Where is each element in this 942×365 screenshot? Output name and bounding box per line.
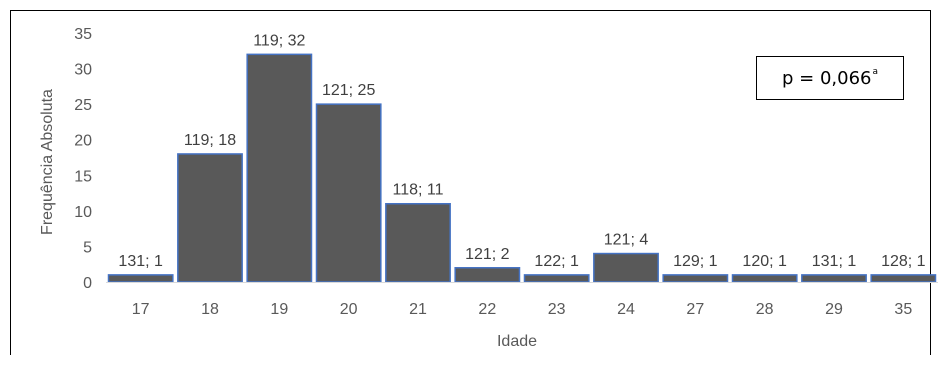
bar [593,252,659,283]
y-tick-label: 20 [74,133,92,150]
data-label: 122; 1 [534,253,579,270]
data-labels: 131; 1 119; 18 119; 32 121; 25 118; 11 121; 2… [118,32,925,270]
data-label: 128; 1 [881,253,926,270]
bar [731,274,798,283]
y-tick-label: 25 [74,97,92,114]
y-axis-ticks: 0 5 10 15 20 25 30 35 [74,26,92,292]
x-tick-label: 35 [894,301,912,318]
bar [523,274,590,283]
data-label: 119; 18 [184,132,236,149]
data-label: 118; 11 [392,182,443,199]
data-label: 121; 25 [322,82,375,99]
data-label: 129; 1 [673,253,718,270]
y-tick-label: 5 [83,239,92,256]
data-label: 121; 4 [604,232,649,249]
x-axis-title: Idade [497,333,537,350]
x-tick-label: 29 [825,301,843,318]
p-value-text: p = 0,066 [782,67,872,89]
x-axis-ticks: 17 18 19 20 21 22 23 24 27 28 29 35 [132,301,913,318]
x-tick-label: 21 [409,301,427,318]
bar [107,274,174,283]
p-value-superscript: a [872,67,878,77]
bar [177,153,243,283]
y-axis-title: Frequência Absoluta [39,89,56,235]
bar [454,267,521,283]
x-tick-label: 28 [756,301,774,318]
bar [246,53,313,283]
x-tick-label: 24 [617,301,635,318]
bar [385,202,451,283]
bar [870,274,937,283]
y-tick-label: 10 [74,204,92,221]
x-tick-label: 17 [132,301,150,318]
p-value-box: p = 0,066 a [756,56,904,100]
x-tick-label: 27 [686,301,704,318]
y-tick-label: 30 [74,62,92,79]
y-tick-label: 15 [74,168,92,185]
data-label: 119; 32 [253,32,305,49]
x-tick-label: 20 [340,301,358,318]
y-tick-label: 0 [83,275,92,292]
x-tick-label: 23 [548,301,566,318]
bar [801,274,867,283]
bar [662,274,729,283]
y-tick-label: 35 [74,26,92,43]
data-label: 131; 1 [812,253,857,270]
x-tick-label: 19 [270,301,288,318]
x-tick-label: 22 [478,301,496,318]
data-label: 120; 1 [742,253,787,270]
data-label: 131; 1 [118,253,163,270]
x-tick-label: 18 [201,301,219,318]
bar [315,103,382,283]
data-label: 121; 2 [465,246,510,263]
